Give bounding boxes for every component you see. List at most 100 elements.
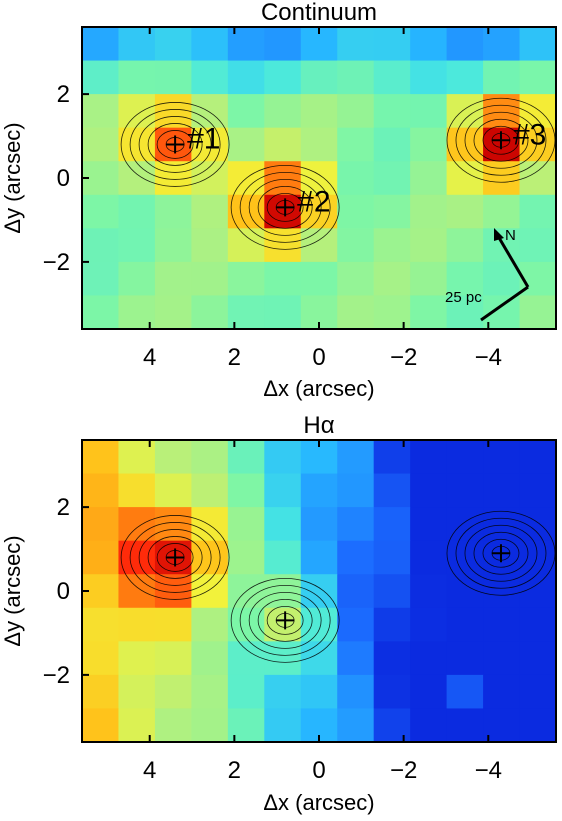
heatmap-cell <box>118 194 156 229</box>
heatmap-cell <box>154 194 192 229</box>
heatmap-cell <box>519 295 556 329</box>
contour-line <box>129 109 221 180</box>
source-label: #2 <box>297 185 330 218</box>
heatmap-cell <box>300 507 338 542</box>
heatmap-cell <box>82 641 120 676</box>
heatmap-cell <box>337 708 375 742</box>
heatmap-cell <box>264 440 302 475</box>
y-tick-label: 2 <box>57 494 70 521</box>
continuum-title: Continuum <box>261 0 377 26</box>
heatmap-cell <box>483 641 521 676</box>
heatmap-cell <box>191 261 229 297</box>
heatmap-cell <box>300 161 338 196</box>
heatmap-cell <box>82 540 120 575</box>
heatmap-cell <box>373 161 411 196</box>
contour-line <box>129 522 221 593</box>
continuum-heatmap <box>82 27 556 329</box>
heatmap-cell <box>337 194 375 229</box>
heatmap-cell <box>82 708 120 742</box>
heatmap-cell <box>264 228 302 263</box>
continuum-panel: Continuum #1 #2 #3 N 25 pc 4 2 0 −2 −4 −2 0 2 Δx… <box>0 0 557 401</box>
x-tick-label: 4 <box>143 757 156 784</box>
heatmap-cell <box>227 60 265 95</box>
y-tick-label: 0 <box>57 165 70 192</box>
heatmap-cell <box>82 27 120 62</box>
heatmap-cell <box>410 440 448 475</box>
heatmap-cell <box>118 507 156 542</box>
heatmap-cell <box>82 440 120 475</box>
heatmap-cell <box>264 641 302 676</box>
heatmap-cell <box>483 60 521 95</box>
source-marker <box>491 544 510 563</box>
heatmap-cell <box>264 708 302 742</box>
compass-label: N <box>505 227 516 244</box>
contour-line <box>230 164 340 250</box>
heatmap-cell <box>82 94 120 129</box>
heatmap-cell <box>337 641 375 676</box>
heatmap-cell <box>227 473 265 508</box>
heatmap-cell <box>410 261 448 297</box>
heatmap-cell <box>519 507 556 542</box>
heatmap-cell <box>300 574 338 609</box>
x-tick-label: −4 <box>475 344 502 371</box>
heatmap-cell <box>519 161 556 196</box>
contour-line <box>257 598 313 642</box>
heatmap-cell <box>446 94 484 129</box>
contour-line <box>248 591 322 649</box>
heatmap-cell <box>337 127 375 162</box>
contour-line <box>156 543 194 572</box>
contour-line <box>120 515 230 600</box>
contour-line <box>266 605 304 635</box>
heatmap-cell <box>410 607 448 642</box>
heatmap-cell <box>191 27 229 62</box>
heatmap-cell <box>82 295 120 329</box>
heatmap-cell <box>483 94 521 129</box>
heatmap-cell <box>264 540 302 575</box>
continuum-source-markers: #1 #2 #3 <box>166 118 546 218</box>
contour-line <box>455 517 547 589</box>
heatmap-cell <box>337 507 375 542</box>
heatmap-cell <box>227 540 265 575</box>
heatmap-cell <box>154 60 192 95</box>
heatmap-cell <box>264 261 302 297</box>
heatmap-cell <box>300 127 338 162</box>
heatmap-cell <box>410 507 448 542</box>
heatmap-cell <box>337 94 375 129</box>
heatmap-cell <box>373 674 411 710</box>
heatmap-cell <box>337 574 375 609</box>
heatmap-cell <box>82 194 120 229</box>
source-label: #1 <box>187 122 220 155</box>
heatmap-cell <box>227 228 265 263</box>
heatmap-cell <box>118 574 156 609</box>
heatmap-cell <box>118 261 156 297</box>
heatmap-cell <box>227 94 265 129</box>
contour-line <box>464 524 538 582</box>
heatmap-cell <box>410 540 448 575</box>
heatmap-cell <box>82 607 120 642</box>
contour-line <box>455 104 547 176</box>
heatmap-cell <box>227 194 265 229</box>
heatmap-cell <box>300 94 338 129</box>
heatmap-cell <box>373 440 411 475</box>
contour-line <box>239 584 331 656</box>
heatmap-cell <box>373 228 411 263</box>
heatmap-cell <box>154 607 192 642</box>
heatmap-cell <box>300 261 338 297</box>
heatmap-cell <box>337 295 375 329</box>
heatmap-cell <box>191 194 229 229</box>
heatmap-cell <box>410 674 448 710</box>
heatmap-cell <box>373 127 411 162</box>
heatmap-cell <box>264 94 302 129</box>
heatmap-cell <box>410 60 448 95</box>
x-tick-label: 0 <box>312 757 325 784</box>
heatmap-cell <box>118 228 156 263</box>
heatmap-cell <box>483 473 521 508</box>
heatmap-cell <box>519 540 556 575</box>
contour-line <box>138 529 212 586</box>
heatmap-cell <box>300 473 338 508</box>
heatmap-cell <box>519 674 556 710</box>
heatmap-cell <box>519 607 556 642</box>
heatmap-cell <box>519 473 556 508</box>
heatmap-cell <box>118 60 156 95</box>
heatmap-cell <box>519 440 556 475</box>
